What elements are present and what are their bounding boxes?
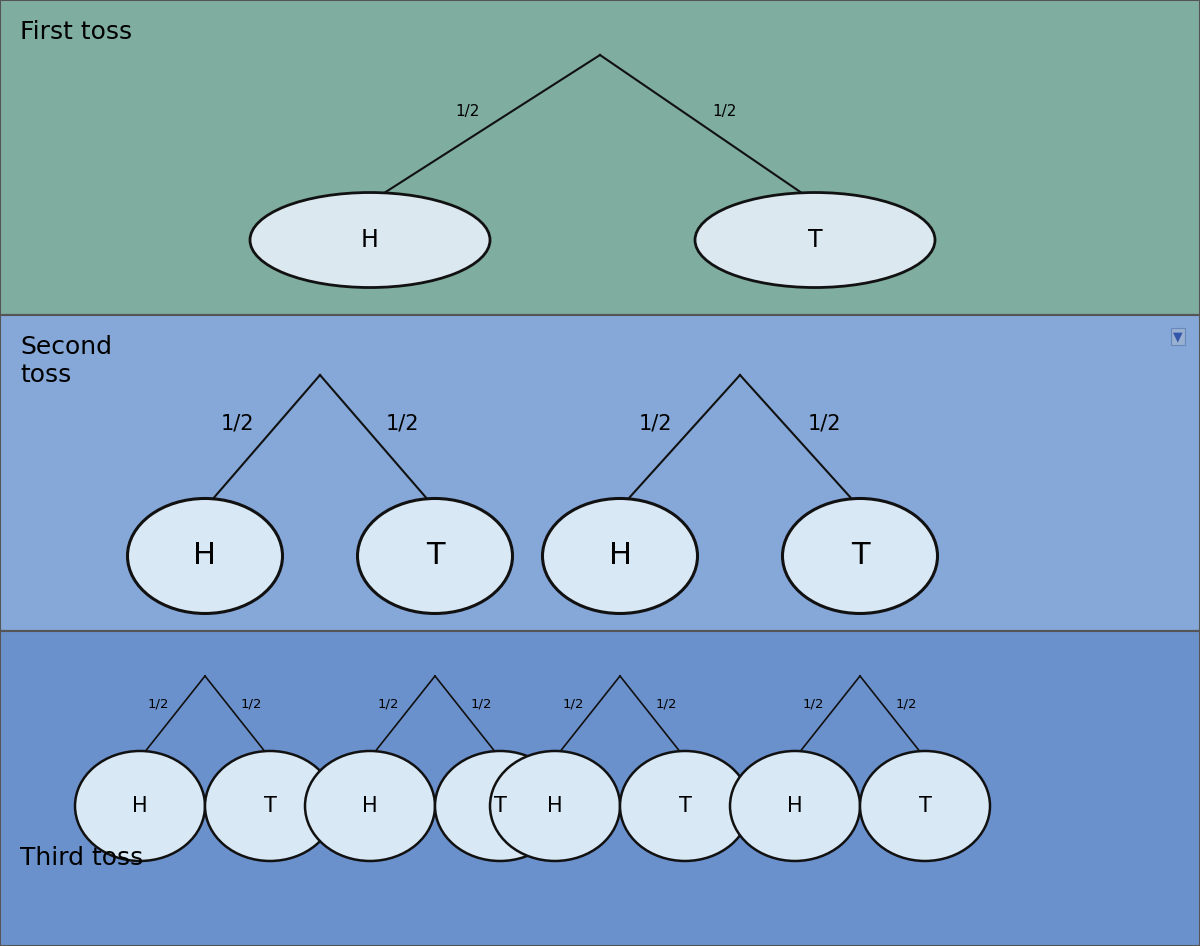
Text: 1/2: 1/2 xyxy=(713,103,737,118)
Ellipse shape xyxy=(860,751,990,861)
Bar xyxy=(0,631,1200,946)
Text: T: T xyxy=(678,796,691,816)
Ellipse shape xyxy=(782,499,937,614)
Ellipse shape xyxy=(620,751,750,861)
Text: H: H xyxy=(787,796,803,816)
Text: 1/2: 1/2 xyxy=(385,413,419,433)
Text: H: H xyxy=(547,796,563,816)
Text: 1/2: 1/2 xyxy=(148,698,169,711)
Ellipse shape xyxy=(305,751,436,861)
Text: H: H xyxy=(132,796,148,816)
Text: 1/2: 1/2 xyxy=(638,413,672,433)
Text: T: T xyxy=(851,541,869,570)
Bar xyxy=(0,0,1200,315)
Text: T: T xyxy=(493,796,506,816)
Text: 1/2: 1/2 xyxy=(655,698,677,711)
Ellipse shape xyxy=(74,751,205,861)
Text: 1/2: 1/2 xyxy=(378,698,400,711)
Text: T: T xyxy=(426,541,444,570)
Ellipse shape xyxy=(436,751,565,861)
Text: Third toss: Third toss xyxy=(20,846,143,870)
Text: 1/2: 1/2 xyxy=(240,698,262,711)
Text: 1/2: 1/2 xyxy=(470,698,492,711)
Ellipse shape xyxy=(730,751,860,861)
Ellipse shape xyxy=(542,499,697,614)
Text: T: T xyxy=(808,228,822,252)
Ellipse shape xyxy=(695,193,935,288)
Text: 1/2: 1/2 xyxy=(456,103,480,118)
Text: First toss: First toss xyxy=(20,20,132,44)
Text: 1/2: 1/2 xyxy=(895,698,917,711)
Text: Second
toss: Second toss xyxy=(20,335,112,387)
Text: T: T xyxy=(264,796,276,816)
Text: 1/2: 1/2 xyxy=(563,698,584,711)
Text: H: H xyxy=(608,541,631,570)
Ellipse shape xyxy=(127,499,282,614)
Ellipse shape xyxy=(205,751,335,861)
Text: H: H xyxy=(362,796,378,816)
Ellipse shape xyxy=(490,751,620,861)
Text: ▼: ▼ xyxy=(1174,330,1183,343)
Text: 1/2: 1/2 xyxy=(803,698,824,711)
Text: 1/2: 1/2 xyxy=(808,413,841,433)
Ellipse shape xyxy=(358,499,512,614)
Text: H: H xyxy=(361,228,379,252)
Text: T: T xyxy=(918,796,931,816)
Text: H: H xyxy=(193,541,216,570)
Bar xyxy=(0,315,1200,631)
Ellipse shape xyxy=(250,193,490,288)
Text: 1/2: 1/2 xyxy=(221,413,254,433)
